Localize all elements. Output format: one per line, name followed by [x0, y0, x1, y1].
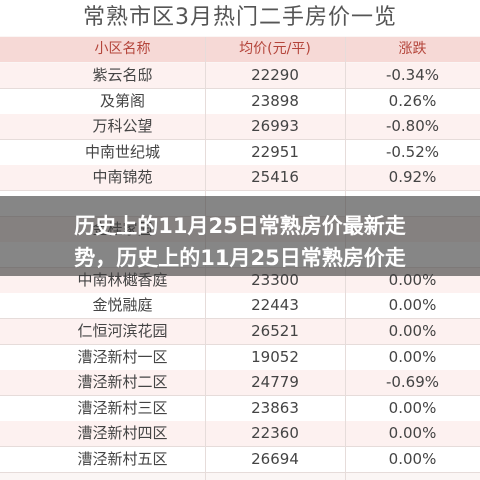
table-row: 漕泾新村五区 26694 0.00% — [0, 447, 480, 473]
table-cell: 紫云名邸 — [92, 66, 153, 84]
table-cell: 22443 — [251, 296, 299, 315]
table-cell: 25416 — [251, 168, 299, 187]
table-cell: -0.52% — [385, 142, 440, 161]
table-row: 金悦融庭 22443 0.00% — [0, 293, 480, 320]
table-cell: -0.80% — [385, 117, 440, 136]
caption-overlay: 历史上的11月25日常熟房价最新走 势，历史上的11月25日常熟房价走 — [0, 196, 480, 276]
table-row: 紫云名邸 22290 -0.34% — [0, 63, 480, 89]
table-cell: 中南世纪城 — [84, 142, 160, 161]
table-cell: 26521 — [251, 322, 299, 340]
table-title: 常熟市区3月热门二手房价一览 — [0, 0, 480, 36]
table-cell: 漕泾新村四区 — [77, 424, 168, 443]
caption-line: 势，历史上的11月25日常熟房价走 — [74, 246, 406, 270]
header-cell: 均价(元/平) — [239, 41, 311, 57]
table-cell: 及第阁 — [99, 91, 145, 110]
table-cell: 仁恒河滨花园 — [77, 322, 168, 340]
caption-line: 历史上的11月25日常熟房价最新走 — [74, 214, 406, 238]
table-cell: 23863 — [251, 398, 299, 417]
header-cell: 涨跌 — [398, 41, 427, 57]
table-cell: 0.00% — [388, 296, 437, 315]
table-row: 漕泾新村三区 23863 0.00% — [0, 395, 480, 422]
table-cell: 0.00% — [388, 398, 437, 417]
table-row: 中南锦苑 25416 0.92% — [0, 165, 480, 192]
table-row: 中南世纪城 22951 -0.52% — [0, 139, 480, 166]
table-row: 及第阁 23898 0.26% — [0, 88, 480, 115]
table-cell: 0.00% — [388, 322, 437, 340]
table-row: 万科公望 26993 -0.80% — [0, 114, 480, 141]
header-cell: 小区名称 — [94, 41, 151, 57]
table-cell: 中南锦苑 — [92, 168, 153, 187]
table-cell: 26694 — [251, 450, 299, 468]
table-cell: 漕泾新村五区 — [77, 450, 168, 468]
table-cell: 漕泾新村二区 — [77, 373, 168, 392]
table-cell: 22290 — [251, 66, 299, 84]
table-cell: 0.92% — [388, 168, 437, 187]
table-cell: 22951 — [251, 142, 299, 161]
table-cell: 26993 — [251, 117, 299, 136]
table-cell: -0.69% — [385, 373, 440, 392]
table-cell: 24779 — [251, 373, 299, 392]
table-row: 仁恒河滨花园 26521 0.00% — [0, 319, 480, 345]
table-cell: 漕泾新村三区 — [77, 398, 168, 417]
table-cell: 0.00% — [388, 347, 437, 366]
table-cell: 漕泾新村一区 — [77, 347, 168, 366]
table-cell: 23898 — [251, 91, 299, 110]
table-cell: 22360 — [251, 424, 299, 443]
table-cell: 0.00% — [388, 450, 437, 468]
table-cell: 19052 — [251, 347, 299, 366]
table-row: 漕泾新村二区 24779 -0.69% — [0, 370, 480, 397]
table-cell: -0.34% — [385, 66, 440, 84]
table-row: 漕泾新村一区 19052 0.00% — [0, 344, 480, 371]
table-row: 漕泾新村四区 22360 0.00% — [0, 421, 480, 448]
table-cell: 金悦融庭 — [92, 296, 153, 315]
table-cell: 0.26% — [388, 91, 437, 110]
table-cell: 0.00% — [388, 424, 437, 443]
table-cell: 万科公望 — [92, 117, 153, 136]
table-header: 小区名称 均价(元/平) 涨跌 — [0, 37, 480, 62]
